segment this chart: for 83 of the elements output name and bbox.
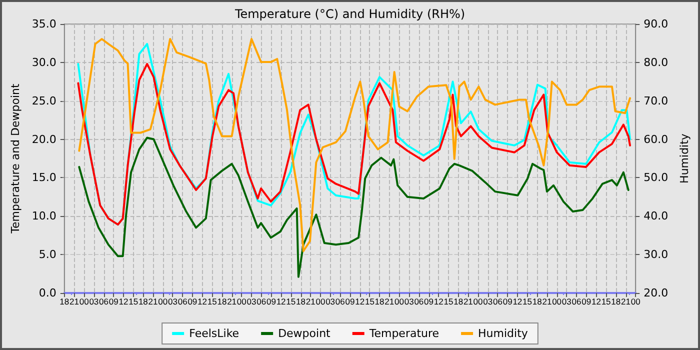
- x-tick-label: 09: [582, 296, 592, 306]
- x-tick-label: 12: [512, 296, 522, 306]
- x-tick-label: 00: [158, 296, 168, 306]
- x-tick-label: 18: [532, 296, 542, 306]
- x-tick-label: 21: [621, 296, 631, 306]
- x-tick-label: 18: [454, 296, 464, 306]
- x-tick-label: 00: [394, 296, 404, 306]
- y2-tick-label: 40.0: [644, 210, 668, 223]
- y2-tick-label: 30.0: [644, 248, 668, 262]
- x-tick-label: 15: [364, 296, 375, 306]
- x-tick-label: 21: [463, 296, 474, 306]
- x-tick-label: 18: [611, 296, 621, 306]
- line-series: [78, 136, 630, 278]
- x-tick-label: 06: [178, 296, 188, 306]
- x-tick-label: 03: [246, 296, 257, 306]
- x-tick-label: 18: [374, 296, 385, 306]
- x-tick-label: 06: [414, 296, 424, 306]
- x-tick-label: 12: [355, 296, 365, 306]
- x-tick-label: 06: [99, 296, 109, 306]
- y-tick-label: 5.0: [38, 248, 56, 262]
- x-tick-label: 12: [591, 296, 602, 306]
- x-tick-label: 06: [335, 296, 346, 306]
- x-tick-label: 15: [286, 296, 296, 306]
- x-tick-label: 21: [227, 296, 237, 306]
- y-axis-title: Temperature and Dewpoint: [9, 82, 22, 234]
- x-tick-label: 15: [128, 296, 138, 306]
- y2-tick-label: 70.0: [644, 94, 668, 108]
- x-tick-label: 21: [542, 296, 552, 306]
- legend-label: FeelsLike: [189, 327, 240, 340]
- x-tick-label: 09: [266, 296, 276, 306]
- y-tick-label: 30.0: [32, 56, 56, 69]
- x-tick-label: 00: [79, 296, 90, 306]
- y2-axis-title: Humidity: [678, 133, 691, 184]
- x-tick-label: 21: [384, 296, 394, 306]
- x-tick-label: 06: [492, 296, 503, 306]
- x-tick-label: 06: [256, 296, 266, 306]
- x-tick-label: 18: [60, 296, 70, 306]
- x-tick-label: 00: [630, 296, 641, 306]
- x-tick-label: 06: [572, 296, 582, 306]
- y-tick-label: 20.0: [32, 132, 56, 146]
- x-tick-label: 21: [306, 296, 316, 306]
- x-tick-label: 09: [188, 296, 198, 306]
- x-tick-label: 03: [483, 296, 493, 306]
- x-tick-label: 09: [502, 296, 513, 306]
- x-tick-label: 21: [70, 296, 80, 306]
- x-tick-label: 03: [326, 296, 336, 306]
- x-tick-label: 18: [217, 296, 227, 306]
- x-tick-label: 03: [404, 296, 414, 306]
- x-tick-label: 00: [552, 296, 562, 306]
- x-tick-label: 09: [108, 296, 119, 306]
- y2-tick-label: 50.0: [644, 171, 668, 184]
- x-tick-label: 15: [207, 296, 218, 306]
- x-tick-label: 00: [236, 296, 247, 306]
- x-tick-label: 09: [345, 296, 355, 306]
- x-tick-label: 03: [89, 296, 99, 306]
- x-tick-label: 15: [601, 296, 612, 306]
- x-tick-label: 03: [168, 296, 178, 306]
- x-tick-label: 12: [434, 296, 444, 306]
- y2-tick-label: 60.0: [644, 132, 668, 146]
- x-tick-label: 18: [138, 296, 148, 306]
- legend-label: Humidity: [478, 327, 528, 340]
- x-tick-label: 12: [276, 296, 286, 306]
- chart-title: Temperature (°C) and Humidity (RH%): [234, 7, 466, 21]
- x-tick-label: 18: [296, 296, 306, 306]
- y-tick-label: 10.0: [32, 210, 56, 223]
- legend-label: Dewpoint: [278, 327, 332, 340]
- y-tick-label: 25.0: [32, 94, 56, 108]
- x-tick-label: 00: [473, 296, 484, 306]
- x-tick-label: 03: [562, 296, 572, 306]
- x-tick-label: 15: [444, 296, 454, 306]
- x-tick-label: 09: [424, 296, 434, 306]
- x-tick-label: 15: [522, 296, 532, 306]
- y2-tick-label: 80.0: [644, 56, 668, 69]
- y2-tick-label: 90.0: [644, 18, 668, 30]
- x-tick-label: 21: [148, 296, 158, 306]
- legend-label: Temperature: [368, 327, 440, 340]
- y-tick-label: 0.0: [38, 286, 56, 300]
- x-tick-label: 12: [198, 296, 208, 306]
- y-tick-label: 35.0: [32, 18, 56, 30]
- y-tick-label: 15.0: [32, 171, 56, 184]
- x-tick-label: 12: [118, 296, 128, 306]
- y2-tick-label: 20.0: [644, 286, 668, 300]
- x-tick-label: 00: [316, 296, 326, 306]
